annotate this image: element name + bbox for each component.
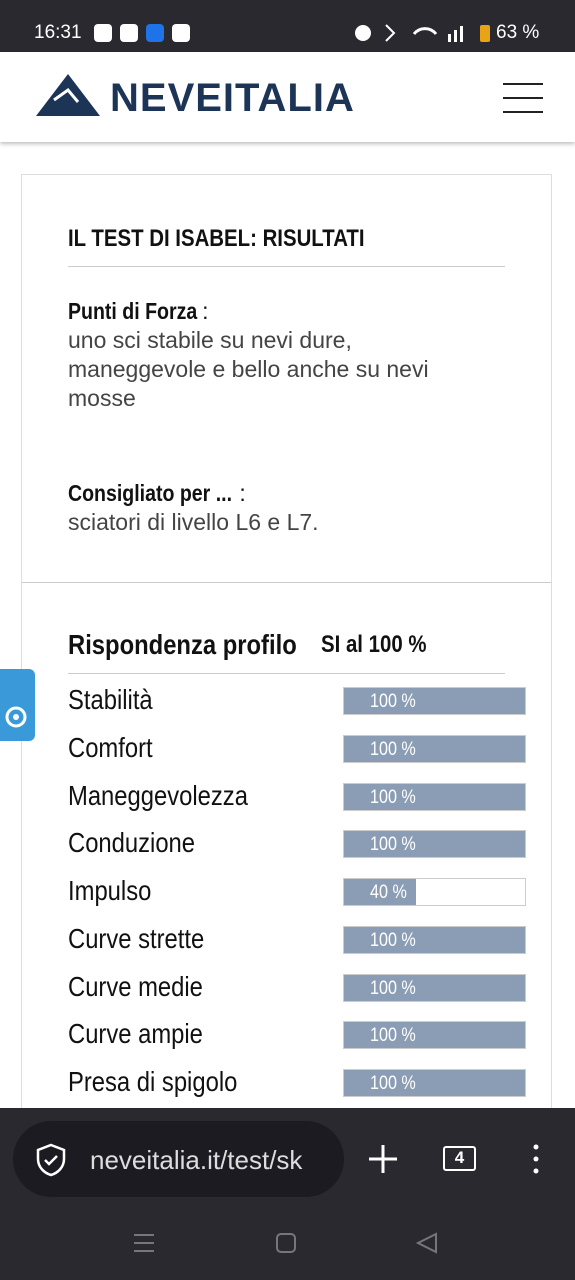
overflow-menu[interactable] [530,1142,542,1176]
profile-title: Rispondenza profilo [68,629,297,660]
row-label: Curve medie [68,970,203,1002]
label: Consigliato per ... [68,480,233,506]
tab-count[interactable]: 4 [443,1146,476,1171]
row-label: Comfort [68,731,153,763]
row-label: Maneggevolezza [68,779,248,811]
bar [344,974,525,1001]
bar-track: 100 % [343,925,526,954]
bar [344,926,525,953]
status-bar: 16:31 63 % [0,0,575,52]
bar [344,735,525,762]
bar-track: 100 % [343,782,526,811]
gear-icon [5,706,27,728]
bar [344,831,525,858]
bar-label: 100 % [370,1025,416,1047]
bar-track: 100 % [343,1069,526,1097]
row-label: Presa di spigolo [68,1066,238,1097]
url: neveitalia.it/test/sk [90,1145,303,1175]
notification-icons [94,24,190,42]
bar-track: 100 % [343,973,526,1002]
bar-track: 100 % [343,734,526,763]
site-header: NEVEITALIA [0,52,575,142]
bar-label: 40 % [370,882,407,903]
row-label: Stabilità [68,684,153,715]
row-label: Impulso [68,875,152,906]
bar-label: 100 % [370,929,416,951]
separator: : [202,298,209,324]
bar-label: 100 % [370,738,416,760]
logo-text[interactable]: NEVEITALIA [110,76,355,120]
bar-label: 100 % [370,1073,416,1094]
row-label: Curve strette [68,922,205,954]
bar-track: 40 % [343,878,526,906]
strengths: Punti di Forza: uno sci stabile su nevi … [68,297,488,413]
divider [22,582,551,583]
bar-label: 100 % [370,834,416,856]
recommended: Consigliato per ... : sciatori di livell… [68,479,488,537]
new-tab-button[interactable] [366,1142,400,1176]
bar-label: 100 % [370,977,416,999]
battery: 63 % [496,22,540,43]
clock: 16:31 [34,22,82,43]
test-card: IL TEST DI ISABEL: RISULTATI Punti di Fo… [21,174,552,1134]
bar-track: 100 % [343,1021,526,1050]
menu-button[interactable] [503,82,545,114]
bar [344,1022,525,1049]
separator: : [232,480,246,506]
divider [68,266,505,267]
system-icons [355,24,490,42]
bar [344,879,417,905]
bar-label: 100 % [370,691,416,712]
nav-buttons[interactable] [130,1232,440,1256]
bar [344,783,525,810]
row-label: Conduzione [68,827,196,859]
divider [68,673,505,674]
browser-bar: neveitalia.it/test/sk 4 [0,1108,575,1280]
shield-icon [36,1143,66,1177]
label: Punti di Forza [68,298,198,324]
row-label: Curve ampie [68,1018,203,1050]
bar-label: 100 % [370,786,416,808]
url-field[interactable]: neveitalia.it/test/sk [13,1121,344,1197]
bar-track: 100 % [343,830,526,859]
bar-track: 100 % [343,687,526,715]
logo-mark [36,74,100,116]
settings-tab[interactable] [0,669,35,741]
test-title: IL TEST DI ISABEL: RISULTATI [68,225,365,252]
profile-summary: SI al 100 % [321,631,427,658]
bar [344,688,525,714]
text: uno sci stabile su nevi dure, maneggevol… [68,327,429,411]
text: sciatori di livello L6 e L7. [68,509,319,535]
bar [344,1070,525,1096]
